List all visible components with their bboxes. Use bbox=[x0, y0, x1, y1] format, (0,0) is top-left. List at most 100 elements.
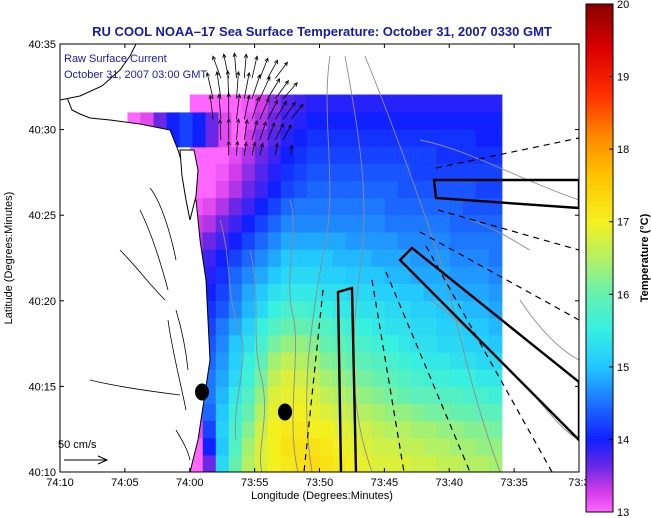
current-vector bbox=[274, 142, 279, 156]
chart-title: RU COOL NOAA–17 Sea Surface Temperature:… bbox=[92, 24, 552, 39]
current-vector bbox=[275, 100, 287, 120]
colorbar-tick-label: 19 bbox=[617, 72, 629, 84]
sst-cell bbox=[462, 163, 477, 181]
sst-cell bbox=[410, 94, 425, 113]
sst-cell bbox=[215, 317, 230, 336]
sst-cell bbox=[384, 266, 399, 284]
sst-cell bbox=[332, 300, 347, 319]
sst-cell bbox=[332, 248, 347, 267]
sst-cell bbox=[280, 146, 295, 164]
sst-cell bbox=[462, 369, 477, 387]
sst-cell bbox=[228, 180, 243, 199]
current-vector bbox=[235, 140, 240, 156]
sst-cell bbox=[397, 94, 412, 113]
sst-cell bbox=[384, 386, 399, 404]
sst-cell bbox=[241, 300, 256, 319]
sst-cell bbox=[384, 248, 399, 267]
sst-cell bbox=[488, 403, 503, 422]
sst-cell bbox=[280, 128, 295, 147]
sst-cell bbox=[358, 403, 373, 422]
buoy-markers bbox=[195, 383, 292, 421]
sst-cell bbox=[202, 231, 217, 250]
sst-cell bbox=[332, 266, 347, 284]
sst-cell bbox=[345, 386, 360, 404]
current-vector bbox=[232, 52, 237, 79]
sst-cell bbox=[449, 231, 464, 250]
current-vector bbox=[226, 117, 231, 140]
sst-cell bbox=[319, 214, 334, 233]
y-tick-label: 40:10 bbox=[28, 467, 56, 479]
sst-cell bbox=[241, 369, 256, 387]
sst-cell bbox=[371, 248, 386, 267]
sst-cell bbox=[436, 111, 451, 130]
sst-cell bbox=[215, 403, 230, 422]
sst-cell bbox=[228, 334, 243, 353]
current-vector bbox=[205, 71, 214, 99]
sst-cell bbox=[410, 283, 425, 302]
sst-cell bbox=[371, 111, 386, 130]
sst-cell bbox=[410, 163, 425, 181]
sst-cell bbox=[436, 369, 451, 387]
sst-cell bbox=[306, 163, 321, 181]
sst-cell bbox=[332, 94, 347, 113]
x-tick-label: 74:05 bbox=[111, 477, 139, 489]
sst-cell bbox=[332, 163, 347, 181]
sst-cell bbox=[306, 197, 321, 216]
sst-cell bbox=[423, 231, 438, 250]
sst-cell bbox=[306, 248, 321, 267]
sst-cell bbox=[475, 454, 490, 472]
x-axis-label: Longitude (Degrees:Minutes) bbox=[251, 490, 393, 502]
sst-cell bbox=[371, 266, 386, 284]
sst-cell bbox=[345, 454, 360, 472]
sst-cell bbox=[215, 197, 230, 216]
sst-cell bbox=[423, 334, 438, 353]
sst-cell bbox=[449, 214, 464, 233]
sst-cell bbox=[202, 214, 217, 233]
sst-cell bbox=[306, 180, 321, 199]
sst-cell bbox=[293, 386, 308, 404]
sst-cell bbox=[228, 283, 243, 302]
sst-cell bbox=[280, 317, 295, 336]
sst-cell bbox=[319, 248, 334, 267]
sst-cell bbox=[293, 197, 308, 216]
sst-cell bbox=[241, 317, 256, 336]
sst-cell bbox=[241, 437, 256, 456]
sst-cell bbox=[410, 214, 425, 233]
sst-cell bbox=[254, 386, 269, 404]
y-axis-label: Latitude (Degrees:Minutes) bbox=[3, 192, 15, 325]
sst-cell bbox=[397, 180, 412, 199]
current-vector bbox=[267, 122, 276, 141]
sst-cell bbox=[228, 369, 243, 387]
sst-cell bbox=[280, 437, 295, 456]
sst-cell bbox=[449, 334, 464, 353]
sst-cell bbox=[397, 300, 412, 319]
sst-cell bbox=[449, 146, 464, 164]
sst-cell bbox=[384, 454, 399, 472]
sst-cell bbox=[410, 437, 425, 456]
sst-cell bbox=[423, 351, 438, 370]
sst-cell bbox=[306, 231, 321, 250]
sst-cell bbox=[306, 420, 321, 439]
lane-outbound-south bbox=[336, 286, 358, 472]
sst-cell bbox=[202, 180, 217, 199]
sst-cell bbox=[319, 437, 334, 456]
sst-cell bbox=[306, 111, 321, 130]
sst-cell bbox=[371, 454, 386, 472]
sst-cell bbox=[319, 180, 334, 199]
sst-cell bbox=[488, 369, 503, 387]
sst-cell bbox=[423, 146, 438, 164]
sst-cell bbox=[241, 180, 256, 199]
sst-cell bbox=[215, 369, 230, 387]
scale-arrow bbox=[64, 455, 109, 465]
sst-cell bbox=[371, 369, 386, 387]
sst-cell bbox=[358, 146, 373, 164]
sst-cell bbox=[254, 317, 269, 336]
sst-cell bbox=[319, 300, 334, 319]
sst-cell bbox=[384, 369, 399, 387]
sst-heatmap bbox=[127, 94, 503, 472]
sst-cell bbox=[267, 197, 282, 216]
sst-cell bbox=[410, 454, 425, 472]
sst-cell bbox=[254, 180, 269, 199]
current-vector bbox=[236, 70, 241, 99]
sst-cell bbox=[358, 180, 373, 199]
